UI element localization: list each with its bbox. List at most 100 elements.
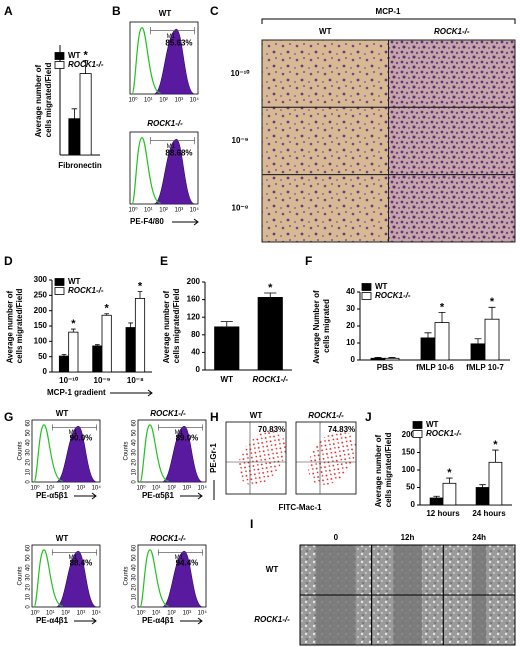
x-axis-label: PE-α4β1	[142, 616, 175, 625]
y-tick-label: 0	[351, 355, 356, 364]
percent-label: 88.68%	[165, 149, 192, 158]
significance-mark: *	[105, 303, 110, 315]
count-tick-label: 40	[132, 439, 138, 446]
y-axis-label: Counts	[18, 566, 24, 585]
count-tick-label: 0	[26, 605, 32, 609]
x-axis-arrow	[180, 617, 203, 625]
percent-label: 89.0%	[176, 434, 199, 443]
legend-swatch	[412, 430, 423, 438]
percent-label: 90.0%	[70, 434, 93, 443]
y-axis-label: PE-Gr-1	[209, 443, 218, 473]
histogram-filled	[55, 425, 97, 483]
count-tick-label: 60	[132, 419, 138, 426]
panel-letter: J	[365, 410, 372, 424]
log-tick-label: 10¹	[46, 486, 55, 492]
significance-mark: *	[71, 318, 76, 330]
bar	[79, 73, 92, 156]
group-label: ROCK1-/-	[150, 409, 186, 418]
panel-letter: D	[4, 254, 13, 268]
x-tick-label: PBS	[377, 363, 394, 372]
column-label: ROCK1-/-	[434, 27, 470, 36]
group-label: WT	[56, 409, 69, 418]
percent-label: 74.83%	[328, 425, 355, 434]
row-label: 10⁻¹⁰	[231, 69, 251, 78]
legend-swatch	[54, 278, 65, 286]
x-tick-label: 10⁻¹⁰	[59, 376, 79, 385]
significance-mark: *	[440, 301, 445, 313]
x-tick-label: 10⁻⁸	[127, 376, 144, 385]
log-tick-label: 10⁴	[92, 485, 102, 492]
bar	[370, 357, 386, 361]
bar	[68, 118, 81, 156]
row-label: ROCK1-/-	[254, 615, 290, 624]
histogram-control	[131, 27, 161, 95]
log-tick-label: 10²	[167, 486, 176, 492]
histogram-control	[139, 424, 169, 483]
log-tick-label: 10⁰	[30, 485, 40, 492]
bar	[384, 357, 400, 361]
legend-label: WT	[426, 420, 439, 429]
gate-bar	[150, 27, 195, 35]
log-tick-label: 10⁰	[30, 610, 40, 617]
panel-letter: I	[250, 517, 253, 531]
micrograph	[388, 174, 516, 243]
error-bar	[446, 477, 453, 484]
count-tick-label: 10	[132, 593, 138, 600]
x-axis-label: PE-α4β1	[36, 616, 69, 625]
significance-mark: *	[268, 282, 273, 294]
count-tick-label: 20	[26, 583, 32, 590]
percent-label: 85.63%	[165, 39, 192, 48]
log-tick-label: 10¹	[46, 611, 55, 617]
error-bar	[71, 328, 76, 333]
gate-label: M1	[175, 555, 184, 561]
legend-label: ROCK1-/-	[68, 60, 104, 69]
gate-bar	[158, 549, 203, 556]
significance-mark: *	[83, 49, 88, 61]
count-tick-label: 40	[26, 564, 32, 571]
wound-gap	[472, 595, 487, 645]
x-axis-label: PE-α5β1	[142, 491, 175, 500]
x-tick-label: fMLP 10-6	[416, 363, 454, 372]
group-label: WT	[250, 411, 263, 420]
error-bar	[479, 484, 486, 488]
log-tick-label: 10⁴	[198, 610, 208, 617]
error-bar	[137, 291, 143, 299]
bar	[429, 497, 444, 506]
row-label: 10⁻⁹	[232, 136, 249, 145]
bar	[475, 487, 490, 506]
count-tick-label: 40	[132, 564, 138, 571]
column-label: 12h	[401, 533, 415, 542]
group-label: ROCK1-/-	[147, 119, 183, 128]
legend-swatch	[361, 283, 372, 291]
log-tick-label: 10²	[159, 208, 168, 214]
error-bar	[474, 338, 482, 344]
count-tick-label: 40	[26, 439, 32, 446]
x-tick-label: ROCK1-/-	[252, 375, 288, 384]
legend-label: ROCK1-/-	[426, 429, 462, 438]
log-tick-label: 10²	[61, 486, 70, 492]
legend-swatch	[361, 292, 372, 300]
y-axis-label: Counts	[18, 441, 24, 460]
panel-letter: A	[4, 4, 13, 18]
error-bar	[424, 332, 432, 338]
panel-letter: H	[210, 410, 219, 424]
log-tick-label: 10³	[175, 208, 184, 214]
log-tick-label: 10¹	[144, 98, 153, 104]
y-axis-label: Counts	[124, 441, 130, 460]
column-label: 24h	[472, 533, 486, 542]
histogram-filled	[55, 550, 97, 608]
x-axis-arrow	[74, 617, 97, 625]
x-axis-label: FITC-Mac-1	[278, 503, 322, 512]
x-tick-label: fMLP 10-7	[466, 363, 504, 372]
count-tick-label: 10	[26, 593, 32, 600]
log-tick-label: 10³	[183, 611, 192, 617]
legend-swatch	[412, 421, 423, 429]
log-tick-label: 10¹	[152, 486, 161, 492]
histogram-control	[33, 424, 63, 483]
error-bar	[95, 344, 100, 346]
wound-gap	[393, 545, 422, 595]
count-tick-label: 50	[26, 429, 32, 436]
x-axis-arrow	[180, 492, 203, 500]
